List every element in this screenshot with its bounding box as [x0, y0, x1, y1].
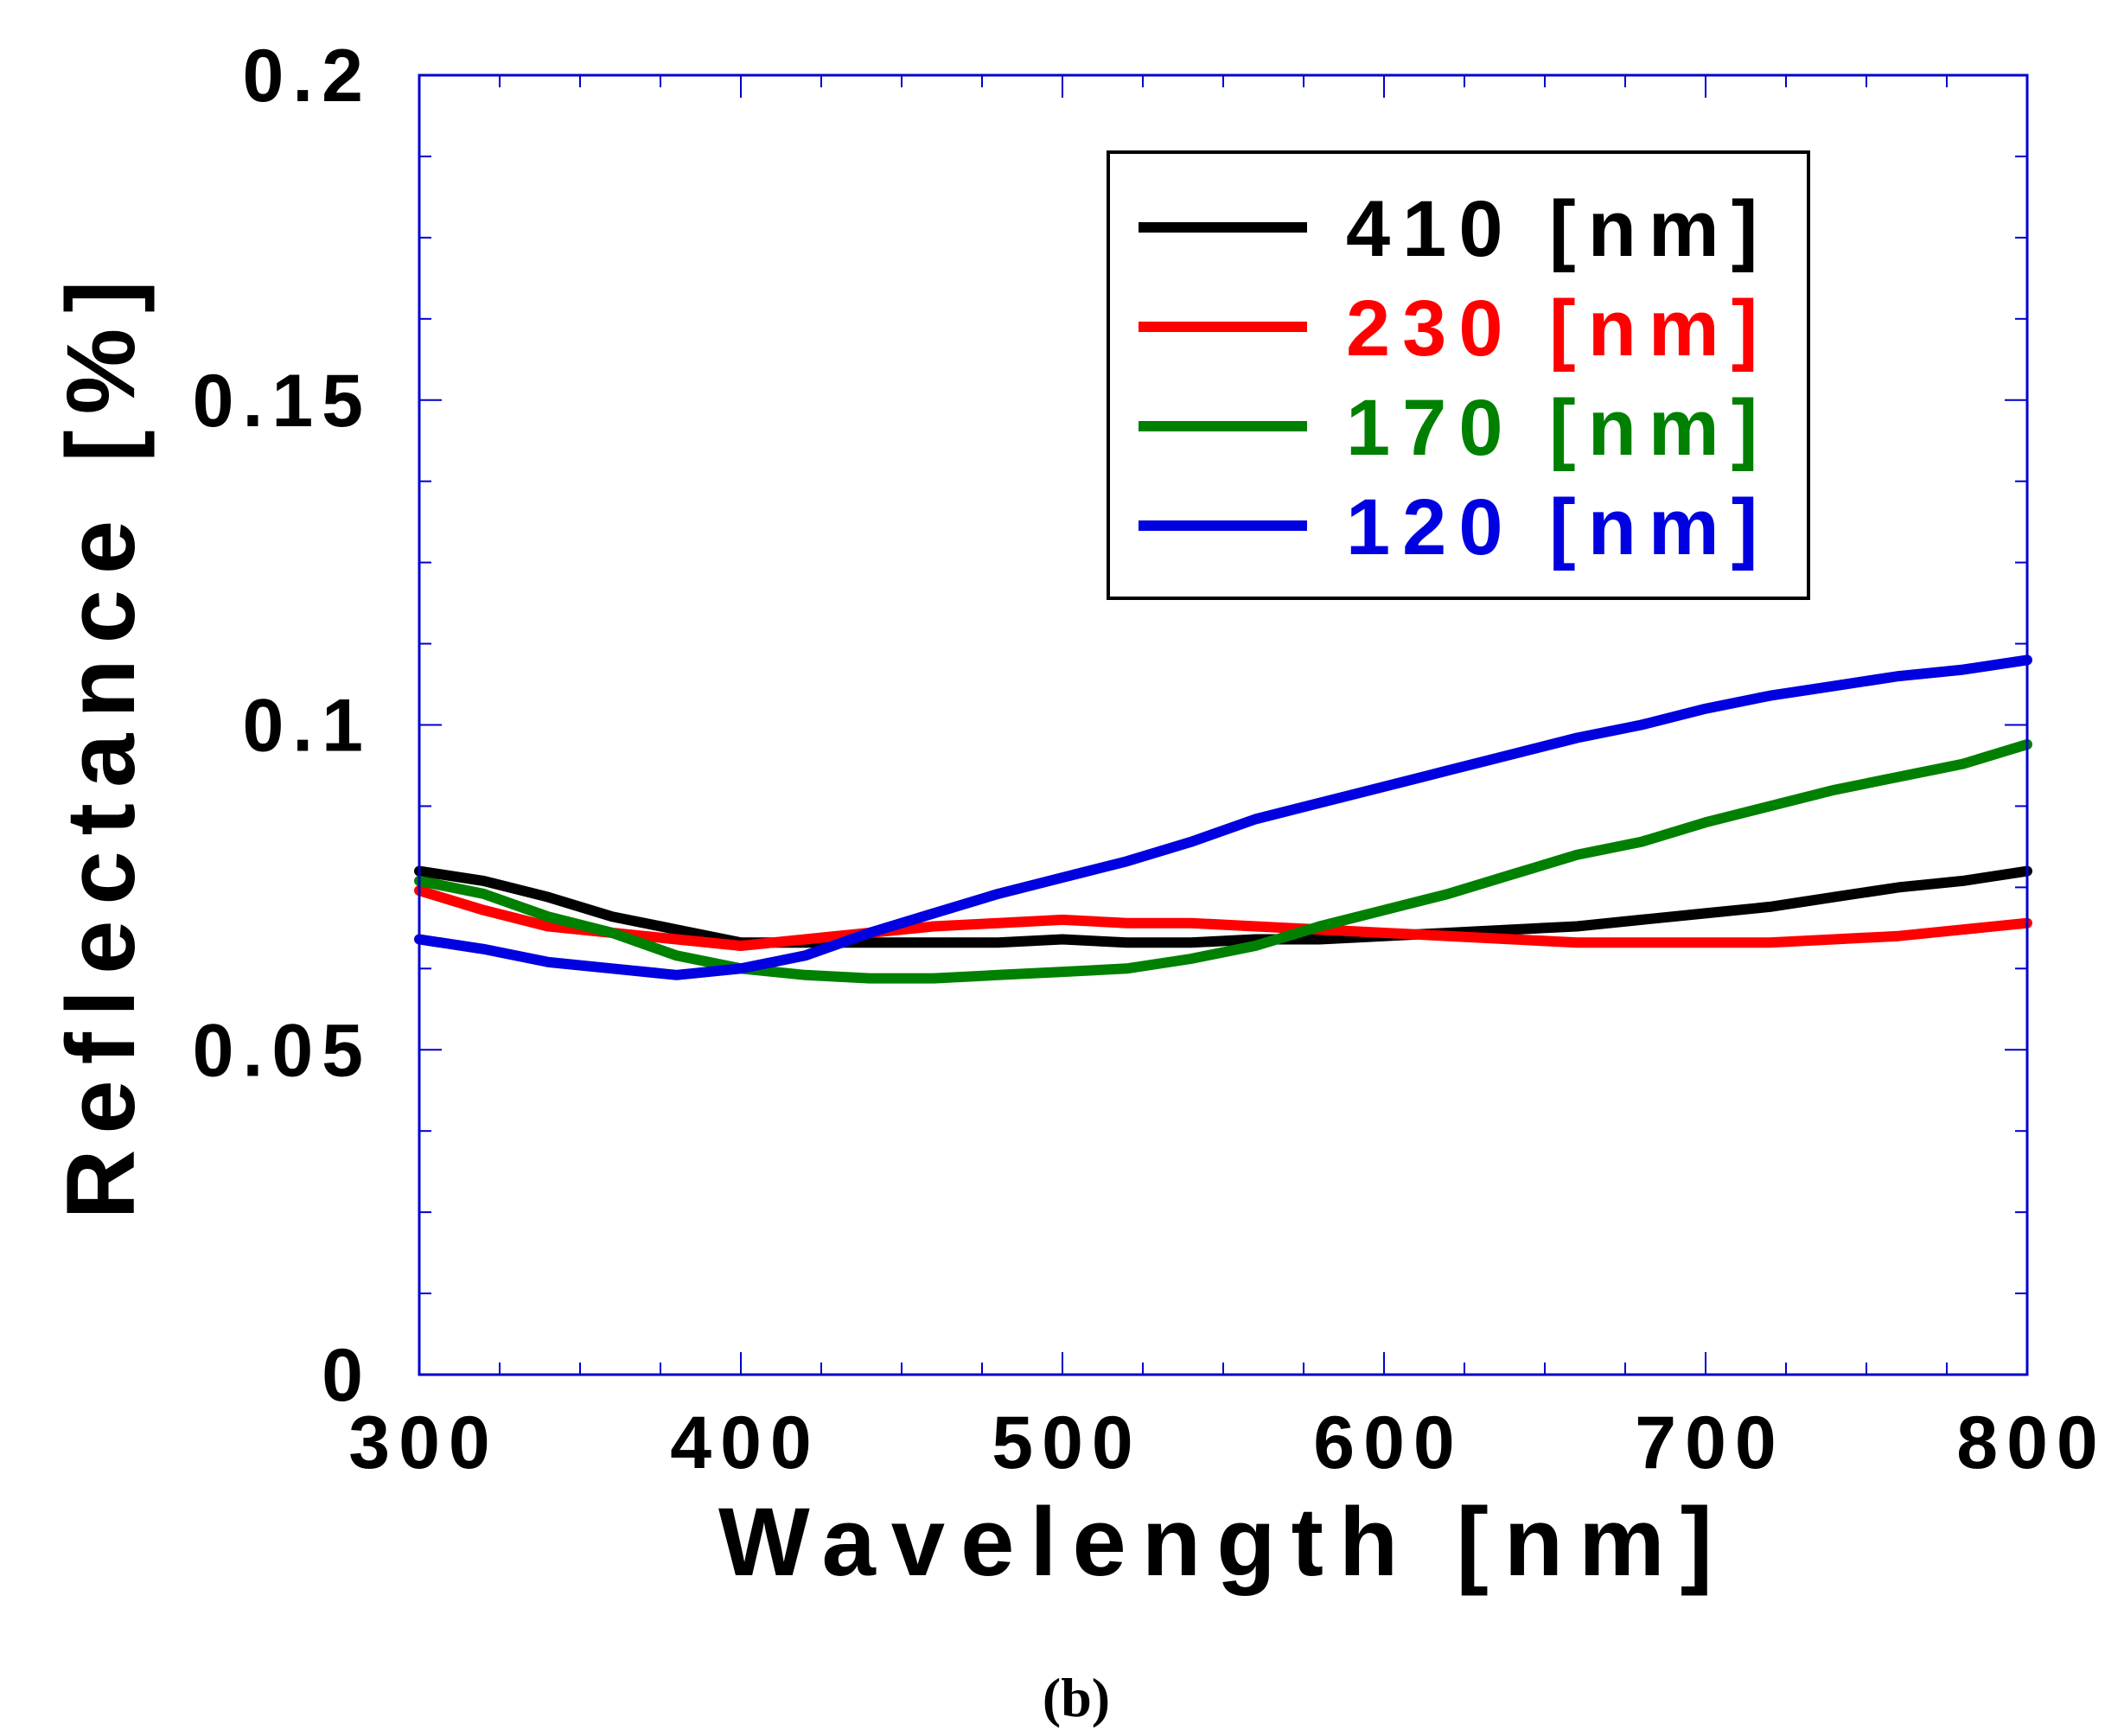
legend-label: 410 [nm] [1346, 185, 1770, 273]
plot-area-frame [418, 73, 2029, 1376]
x-tick-label: 800 [1956, 1401, 2107, 1484]
y-tick-label: 0.05 [193, 1009, 372, 1092]
y-axis-tick-labels: 0 0.05 0.1 0.15 0.2 [193, 35, 372, 1417]
legend-label: 120 [nm] [1346, 483, 1770, 571]
y-tick-label: 0 [322, 1334, 372, 1417]
series-line-1 [414, 865, 2032, 948]
series-line-4 [414, 654, 2032, 980]
x-axis-title: Wavelength [nm] [718, 1488, 1728, 1596]
legend-label: 230 [nm] [1346, 284, 1770, 373]
series-layer [414, 654, 2032, 984]
x-tick-label: 500 [992, 1401, 1142, 1484]
x-axis-tick-labels: 300 400 500 600 700 800 [348, 1401, 2107, 1484]
x-tick-label: 600 [1313, 1401, 1464, 1484]
x-tick-label: 400 [670, 1401, 820, 1484]
legend: 410 [nm] 230 [nm] 170 [nm] 120 [nm] [1107, 150, 1810, 600]
y-tick-label: 0.1 [242, 685, 372, 768]
y-tick-label: 0.2 [242, 35, 372, 118]
y-tick-label: 0.15 [193, 360, 372, 443]
series-line-2 [414, 885, 2032, 951]
x-tick-label: 700 [1635, 1401, 1785, 1484]
legend-label: 170 [nm] [1346, 384, 1770, 472]
series-line-3 [414, 739, 2032, 984]
x-tick-label: 300 [348, 1401, 499, 1484]
figure-caption: (b) [1043, 1667, 1110, 1728]
y-axis-title: Reflectance [%] [47, 265, 155, 1219]
